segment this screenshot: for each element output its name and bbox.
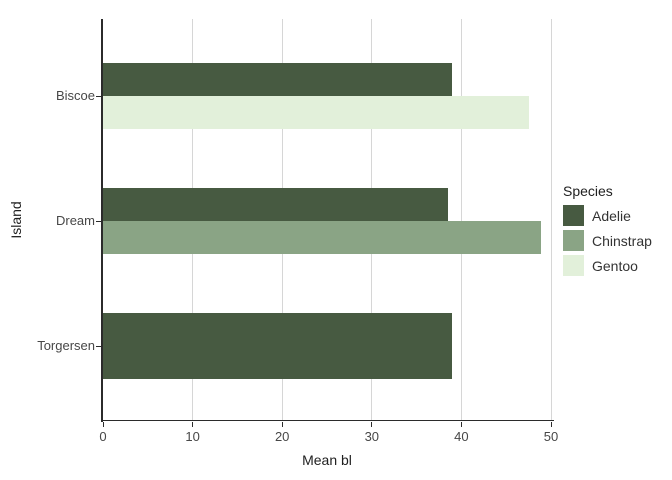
gridline-x-50: [550, 19, 552, 420]
y-category-label-dream: Dream: [55, 213, 95, 228]
x-axis-title: Mean bl: [302, 452, 352, 468]
x-tick-label-20: 20: [274, 429, 290, 444]
bar-biscoe-gentoo: [103, 96, 529, 129]
legend-label-gentoo: Gentoo: [592, 257, 638, 274]
x-tick-mark-0: [102, 421, 104, 427]
legend-items: Adelie Chinstrap Gentoo: [563, 205, 652, 276]
x-tick-label-40: 40: [454, 429, 469, 444]
x-tick-label-30: 30: [364, 429, 380, 444]
legend: Species Adelie Chinstrap Gentoo: [563, 183, 652, 280]
legend-swatch-gentoo: [563, 255, 584, 276]
bar-torgersen-adelie: [103, 313, 452, 379]
legend-swatch-adelie: [563, 205, 584, 226]
legend-label-chinstrap: Chinstrap: [592, 232, 652, 249]
legend-item-chinstrap: Chinstrap: [563, 230, 652, 251]
y-category-label-biscoe: Biscoe: [55, 88, 95, 103]
legend-title: Species: [563, 183, 613, 199]
legend-item-adelie: Adelie: [563, 205, 652, 226]
y-tick-mark-biscoe: [96, 95, 102, 97]
legend-swatch-chinstrap: [563, 230, 584, 251]
legend-label-adelie: Adelie: [592, 207, 631, 224]
x-tick-mark-30: [371, 421, 373, 427]
x-tick-label-10: 10: [185, 429, 200, 444]
x-tick-mark-20: [281, 421, 283, 427]
y-tick-mark-dream: [96, 220, 102, 222]
gridline-x-40: [460, 19, 462, 420]
y-tick-mark-torgersen: [96, 345, 102, 347]
y-axis-line: [101, 19, 103, 422]
legend-item-gentoo: Gentoo: [563, 255, 652, 276]
x-tick-mark-40: [460, 421, 462, 427]
x-tick-label-0: 0: [99, 429, 107, 444]
bar-dream-adelie: [103, 188, 448, 221]
x-tick-mark-50: [550, 421, 552, 427]
bar-biscoe-adelie: [103, 63, 453, 96]
y-category-label-torgersen: Torgersen: [37, 338, 95, 353]
bar-dream-chinstrap: [103, 221, 541, 254]
x-tick-mark-10: [192, 421, 194, 427]
x-axis-line: [101, 419, 554, 422]
x-tick-label-50: 50: [543, 429, 559, 444]
